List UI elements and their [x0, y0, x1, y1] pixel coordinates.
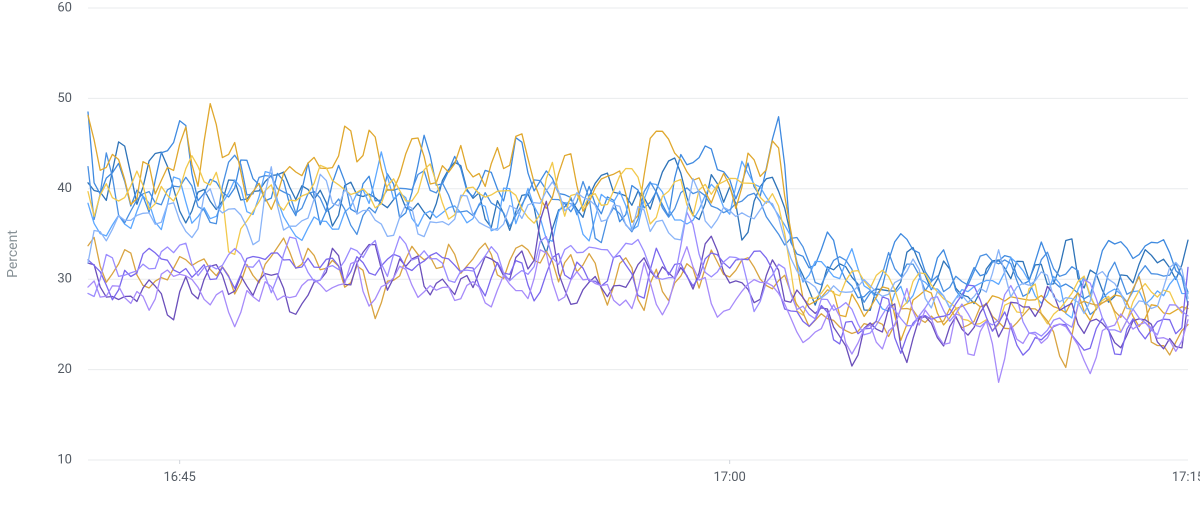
y-axis-label: Percent	[5, 230, 21, 278]
y-tick-label: 20	[57, 362, 72, 377]
series-s5	[88, 104, 1188, 341]
y-tick-label: 60	[57, 0, 72, 15]
x-tick-label: 17:00	[713, 470, 745, 485]
x-tick-label: 17:15	[1172, 470, 1200, 485]
y-tick-label: 40	[57, 181, 72, 196]
y-tick-label: 10	[57, 452, 72, 467]
y-tick-label: 50	[57, 91, 72, 106]
x-tick-label: 16:45	[163, 470, 195, 485]
chart-canvas: 10 20 30 40 50 60 16:45 17:00 17:15	[0, 0, 1200, 507]
y-tick-label: 30	[57, 272, 72, 287]
percent-time-chart: Percent 10 20 30 40 50 60 16:45 17:00 17:15	[0, 0, 1200, 507]
series-s11	[88, 212, 1188, 336]
